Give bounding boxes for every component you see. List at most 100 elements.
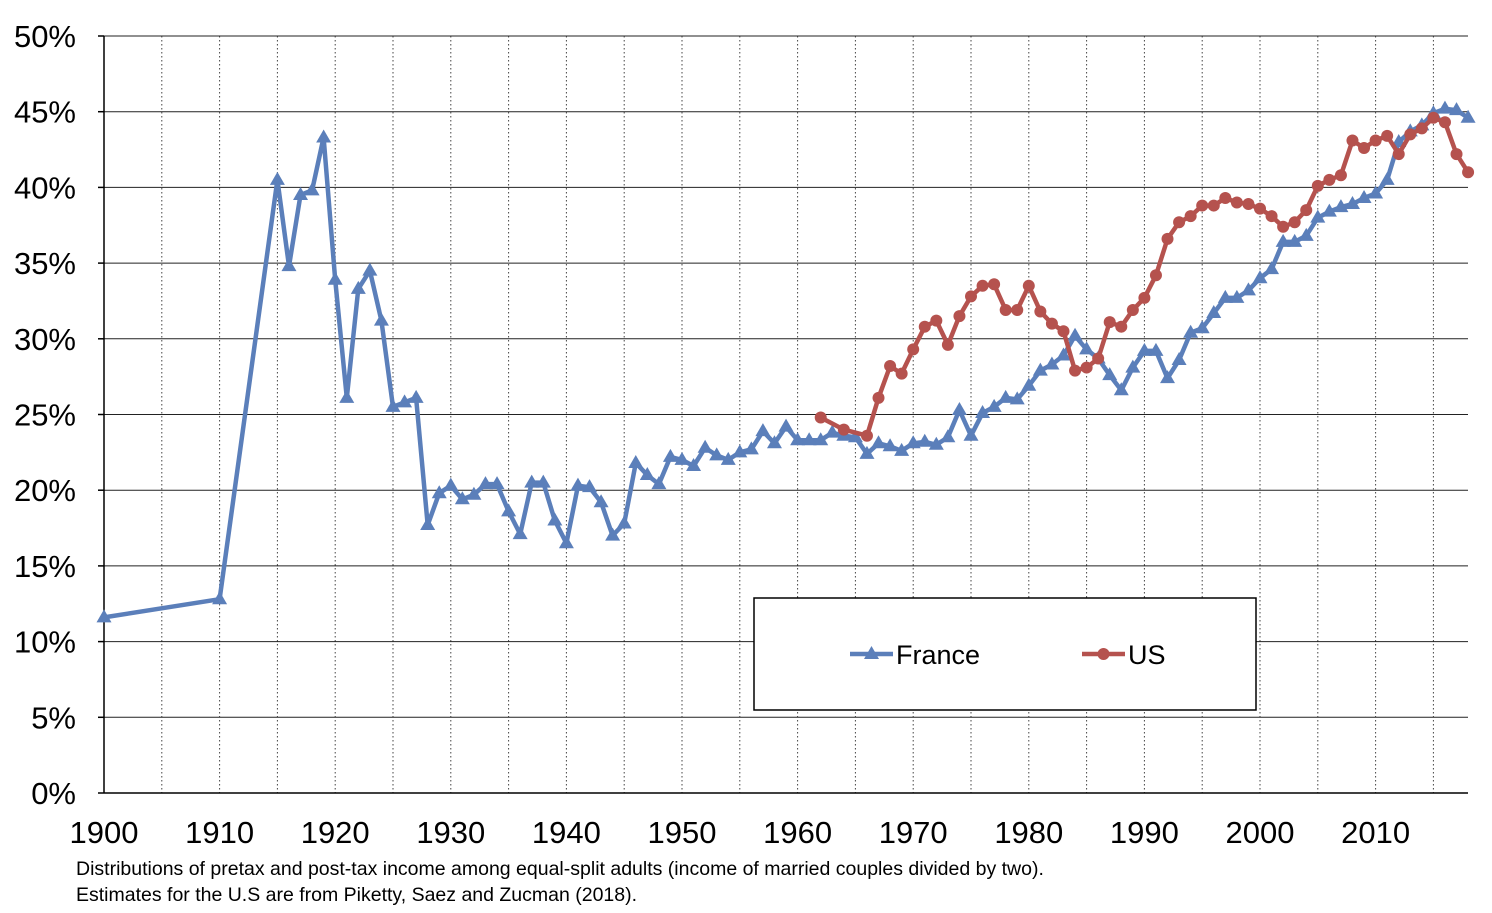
x-tick-label: 1910 <box>185 815 254 850</box>
legend-box <box>753 597 1257 711</box>
data-point <box>524 474 540 488</box>
y-tick-label: 5% <box>31 700 76 735</box>
data-point <box>1287 233 1303 247</box>
data-point <box>1217 289 1233 303</box>
data-point <box>1113 382 1129 396</box>
data-point <box>1300 204 1313 217</box>
data-point <box>1460 109 1476 123</box>
data-point <box>674 451 690 465</box>
data-point <box>1449 102 1465 116</box>
data-point <box>281 258 297 272</box>
y-tick-label: 20% <box>14 473 76 508</box>
data-point <box>813 432 829 446</box>
data-point <box>720 451 736 465</box>
data-point <box>951 401 967 415</box>
data-point <box>362 262 378 276</box>
data-point <box>443 477 459 491</box>
data-point <box>350 280 366 294</box>
data-point <box>373 312 389 326</box>
y-tick-label: 30% <box>14 322 76 357</box>
data-point <box>1379 171 1395 185</box>
data-point <box>1392 148 1405 161</box>
data-point <box>965 290 977 303</box>
y-tick-label: 15% <box>14 549 76 584</box>
data-point <box>1265 210 1278 223</box>
data-point <box>1009 391 1025 405</box>
data-point <box>558 535 574 549</box>
data-point <box>1067 327 1083 341</box>
data-point <box>316 129 332 143</box>
data-point <box>96 609 112 623</box>
data-point <box>1206 305 1222 319</box>
data-point <box>1126 304 1139 317</box>
data-point <box>882 438 898 452</box>
data-point <box>1415 122 1428 135</box>
data-point <box>988 278 1001 291</box>
data-point <box>895 367 908 380</box>
data-point <box>998 389 1014 403</box>
data-point <box>1404 128 1417 141</box>
footnote-line-1: Distributions of pretax and post-tax inc… <box>76 858 1044 880</box>
data-point <box>1298 227 1314 241</box>
legend-us-label: US <box>1128 640 1166 670</box>
line-chart: 0% 5% 10% 15% 20% 25% 30% 35% 40% 45% 50% 1900 1910 1… <box>14 19 1476 850</box>
data-point <box>1136 342 1152 356</box>
data-point <box>847 429 863 443</box>
data-point <box>1161 232 1174 245</box>
data-point <box>905 435 921 449</box>
data-point <box>1057 325 1070 338</box>
data-point <box>743 441 759 455</box>
data-point <box>1102 367 1118 381</box>
data-point <box>616 515 632 529</box>
data-point <box>1196 199 1209 212</box>
data-point <box>894 442 910 456</box>
data-point <box>1021 377 1037 391</box>
data-point <box>824 424 840 438</box>
data-point <box>212 591 228 605</box>
data-point <box>928 436 944 450</box>
data-point <box>860 429 873 442</box>
data-point <box>1138 291 1151 304</box>
y-tick-label: 40% <box>14 170 76 205</box>
data-point <box>732 444 748 458</box>
data-point <box>639 467 655 481</box>
data-point <box>1264 261 1280 275</box>
data-point <box>605 527 621 541</box>
data-point <box>1080 361 1093 374</box>
data-point <box>999 304 1012 317</box>
data-point <box>1011 304 1024 317</box>
x-tick-label: 1900 <box>70 815 139 850</box>
data-point <box>1427 111 1440 124</box>
legend-france-marker <box>864 646 879 659</box>
x-tick-label: 1950 <box>648 815 717 850</box>
y-tick-label: 45% <box>14 95 76 130</box>
data-point <box>1252 270 1268 284</box>
data-point <box>1230 196 1243 209</box>
data-point <box>1437 100 1453 114</box>
data-point <box>1219 191 1232 204</box>
data-point <box>582 479 598 493</box>
data-point <box>547 512 563 526</box>
data-point <box>466 486 482 500</box>
data-point <box>766 435 782 449</box>
y-tick-label: 0% <box>31 776 76 811</box>
data-point <box>1183 324 1199 338</box>
data-point <box>871 435 887 449</box>
data-point <box>501 503 517 517</box>
data-point <box>1438 116 1451 129</box>
data-point <box>1115 320 1128 333</box>
x-tick-label: 2000 <box>1226 815 1295 850</box>
data-point <box>1333 199 1349 213</box>
data-point <box>986 398 1002 412</box>
data-point <box>454 491 470 505</box>
x-tick-label: 1920 <box>301 815 370 850</box>
series-france <box>96 100 1476 623</box>
axes: 0% 5% 10% 15% 20% 25% 30% 35% 40% 45% 50% 1900 1910 1… <box>14 19 1468 850</box>
data-point <box>941 338 954 351</box>
data-point <box>1207 199 1220 212</box>
data-point <box>1311 179 1324 192</box>
data-point <box>1034 305 1047 318</box>
data-point <box>930 314 943 327</box>
data-point <box>535 474 551 488</box>
data-point <box>963 427 979 441</box>
